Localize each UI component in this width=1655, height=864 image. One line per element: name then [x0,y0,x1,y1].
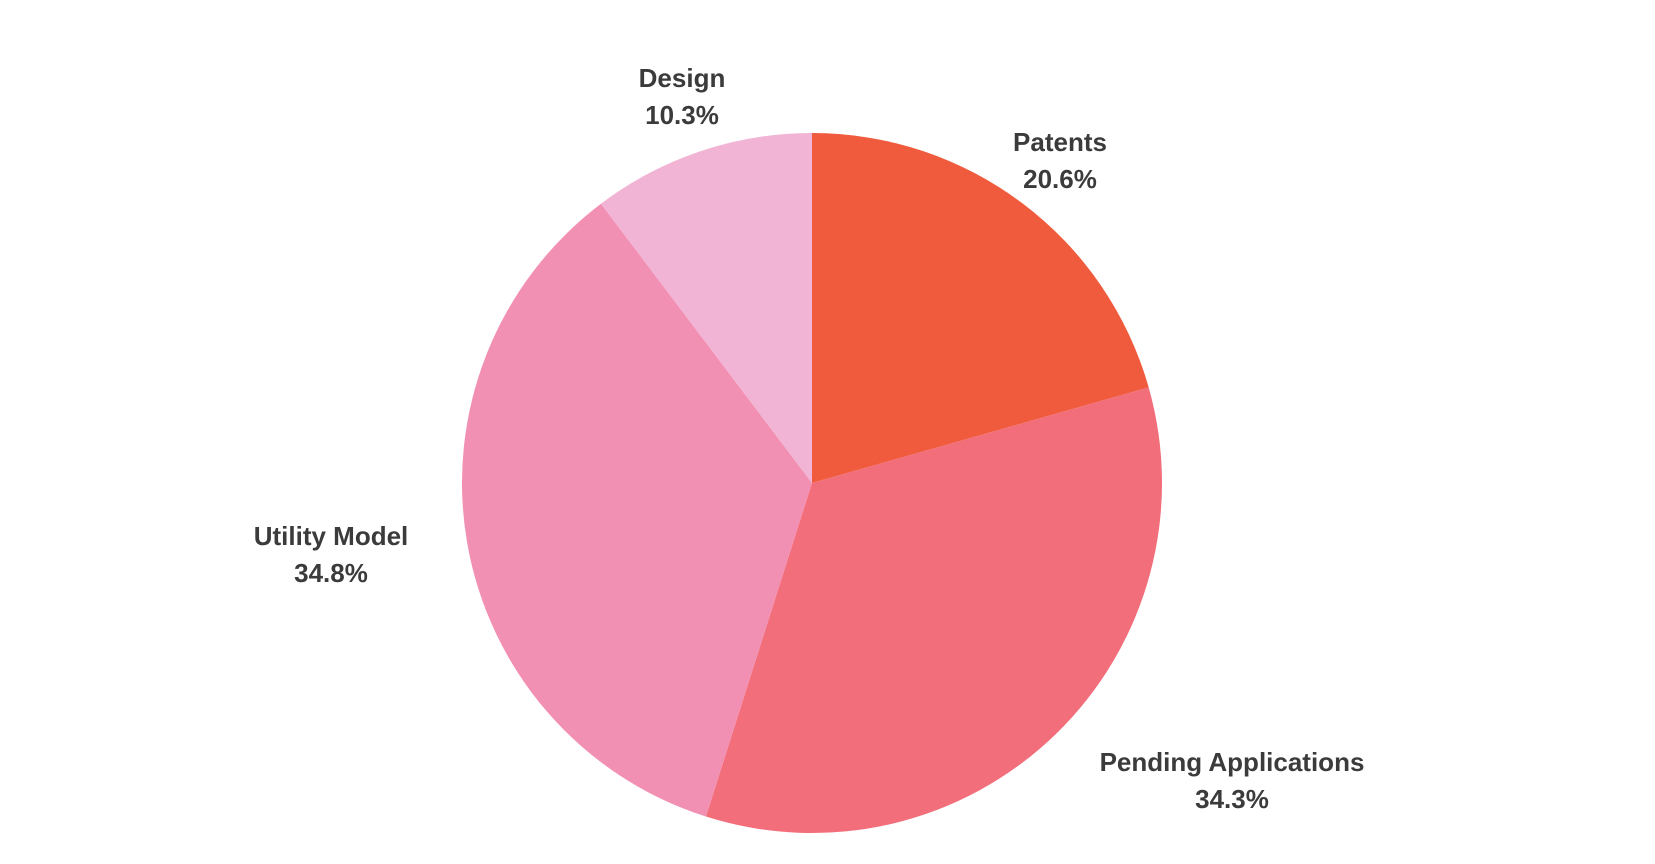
slice-label-patents: Patents 20.6% [1013,124,1107,198]
pie-slice-patents[interactable] [812,133,1149,483]
pie-slice-pending-applications[interactable] [705,387,1162,833]
slice-label-utility-model: Utility Model 34.8% [254,518,409,592]
slice-label-design-name: Design [638,63,726,93]
slice-label-utility-model-pct: 34.8% [294,558,368,588]
slice-label-pending-applications-pct: 34.3% [1195,784,1269,814]
slice-label-pending-applications: Pending Applications 34.3% [1100,744,1365,818]
pie-chart-svg [462,133,1162,833]
slice-label-patents-name: Patents [1013,127,1107,157]
slice-label-design-pct: 10.3% [645,100,719,130]
slice-label-pending-applications-name: Pending Applications [1099,747,1365,777]
slice-label-design: Design 10.3% [639,60,726,134]
slice-label-patents-pct: 20.6% [1023,164,1097,194]
pie-slice-design[interactable] [600,133,812,483]
pie-slice-utility-model[interactable] [462,203,812,817]
slice-label-utility-model-name: Utility Model [253,521,409,551]
